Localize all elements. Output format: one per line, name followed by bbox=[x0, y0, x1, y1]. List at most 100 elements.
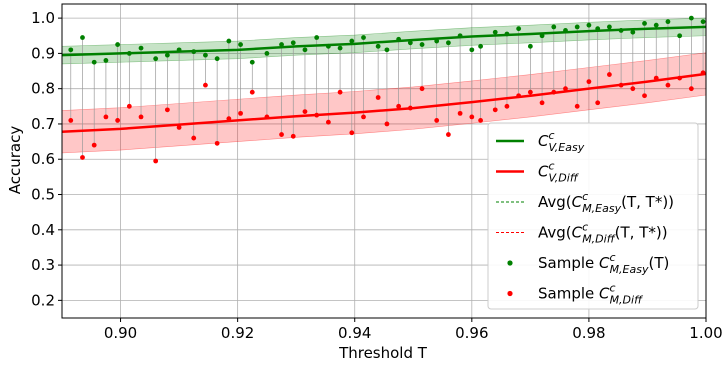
sample-point-easy bbox=[551, 24, 557, 30]
sample-point-easy bbox=[653, 22, 659, 28]
sample-point-easy bbox=[563, 28, 568, 33]
sample-point-easy bbox=[574, 24, 580, 30]
sample-point-easy bbox=[349, 38, 355, 44]
legend-swatch-dot bbox=[507, 260, 513, 266]
sample-point-diff bbox=[103, 114, 109, 120]
y-tick-label: 0.7 bbox=[31, 115, 55, 133]
sample-point-diff bbox=[469, 114, 475, 120]
sample-point-easy bbox=[153, 56, 159, 62]
x-tick-label: 1.00 bbox=[689, 324, 722, 342]
x-tick-label: 0.96 bbox=[455, 324, 488, 342]
sample-point-easy bbox=[419, 42, 425, 47]
sample-point-easy bbox=[80, 35, 85, 40]
sample-point-diff bbox=[551, 89, 557, 95]
sample-point-diff bbox=[337, 89, 343, 95]
legend-label: Sample Cc M,Diff bbox=[538, 282, 643, 307]
sample-point-easy bbox=[238, 42, 243, 47]
sample-point-diff bbox=[618, 82, 624, 88]
sample-point-easy bbox=[457, 33, 463, 39]
sample-point-easy bbox=[325, 43, 331, 49]
sample-point-diff bbox=[539, 100, 545, 106]
sample-point-easy bbox=[264, 50, 270, 56]
sample-point-easy bbox=[478, 43, 483, 49]
sample-point-easy bbox=[203, 52, 208, 58]
sample-point-diff bbox=[688, 86, 694, 92]
sample-point-easy bbox=[586, 22, 592, 28]
sample-point-diff bbox=[527, 89, 533, 95]
sample-point-diff bbox=[677, 75, 683, 81]
y-tick-label: 0.8 bbox=[31, 80, 55, 98]
sample-point-diff bbox=[226, 116, 232, 122]
y-tick-label: 0.9 bbox=[31, 44, 55, 62]
sample-point-diff bbox=[290, 133, 296, 139]
sample-point-diff bbox=[384, 121, 390, 127]
sample-point-easy bbox=[434, 38, 440, 44]
sample-point-diff bbox=[325, 119, 331, 125]
sample-point-diff bbox=[361, 114, 366, 120]
sample-point-diff bbox=[478, 118, 483, 123]
sample-point-diff bbox=[164, 107, 170, 113]
x-tick-label: 0.94 bbox=[338, 324, 371, 342]
sample-point-diff bbox=[457, 110, 463, 116]
sample-point-easy bbox=[375, 43, 381, 49]
sample-point-diff bbox=[191, 135, 197, 141]
y-tick-label: 0.5 bbox=[31, 186, 55, 204]
legend-swatch-dot bbox=[507, 290, 513, 297]
sample-point-easy bbox=[279, 42, 284, 47]
y-tick-label: 0.3 bbox=[31, 256, 55, 274]
sample-point-diff bbox=[665, 82, 671, 88]
sample-point-easy bbox=[384, 47, 390, 53]
legend-label: Avg(Cc M,Easy(T, T*)) bbox=[538, 190, 674, 215]
sample-point-easy bbox=[226, 38, 232, 44]
sample-point-diff bbox=[138, 114, 144, 120]
sample-point-easy bbox=[618, 28, 624, 33]
sample-point-easy bbox=[138, 45, 144, 51]
sample-point-easy bbox=[126, 50, 132, 56]
sample-point-diff bbox=[126, 103, 132, 109]
sample-point-easy bbox=[688, 15, 694, 21]
y-tick-label: 1.0 bbox=[31, 9, 55, 27]
sample-point-diff bbox=[419, 86, 425, 92]
sample-point-easy bbox=[176, 47, 182, 53]
sample-point-diff bbox=[586, 79, 592, 85]
legend: Cc V,Easy Cc V,Diff Avg(Cc M,Easy(T, T*)) Avg(… bbox=[487, 122, 699, 310]
sample-point-easy bbox=[642, 21, 647, 26]
sample-point-easy bbox=[115, 42, 121, 47]
x-tick-label: 0.90 bbox=[104, 324, 137, 342]
series-line-diff bbox=[61, 72, 707, 133]
sample-point-easy bbox=[700, 19, 706, 25]
sample-point-easy bbox=[68, 47, 74, 53]
x-axis-ticks: 0.90 0.92 0.94 0.96 0.98 1.00 bbox=[104, 318, 723, 342]
sample-point-easy bbox=[446, 40, 451, 46]
sample-point-easy bbox=[396, 36, 402, 42]
sample-point-diff bbox=[176, 125, 182, 130]
sample-point-diff bbox=[375, 95, 381, 100]
sample-point-easy bbox=[516, 26, 522, 32]
sample-point-easy bbox=[504, 31, 510, 37]
sample-point-easy bbox=[337, 45, 343, 51]
sample-point-diff bbox=[115, 118, 121, 123]
sample-point-easy bbox=[302, 47, 308, 53]
sample-point-easy bbox=[314, 35, 320, 40]
y-tick-label: 0.2 bbox=[31, 291, 55, 309]
sample-point-diff bbox=[203, 82, 208, 88]
sample-point-easy bbox=[103, 58, 109, 63]
sample-point-easy bbox=[361, 35, 366, 40]
x-tick-label: 0.98 bbox=[572, 324, 605, 342]
sample-connectors bbox=[70, 18, 704, 161]
sample-point-easy bbox=[290, 40, 296, 46]
sample-point-diff bbox=[153, 158, 159, 164]
sample-point-diff bbox=[630, 86, 636, 92]
sample-point-easy bbox=[539, 33, 545, 39]
sample-point-diff bbox=[249, 89, 255, 95]
sample-point-diff bbox=[492, 107, 498, 113]
sample-point-diff bbox=[238, 110, 243, 116]
sample-point-easy bbox=[164, 52, 170, 58]
sample-point-diff bbox=[516, 93, 522, 99]
sample-point-diff bbox=[446, 132, 451, 137]
sample-points bbox=[68, 15, 706, 164]
sample-point-diff bbox=[214, 140, 220, 146]
y-tick-label: 0.6 bbox=[31, 150, 55, 168]
sample-point-diff bbox=[80, 155, 85, 160]
sample-point-diff bbox=[563, 86, 568, 92]
